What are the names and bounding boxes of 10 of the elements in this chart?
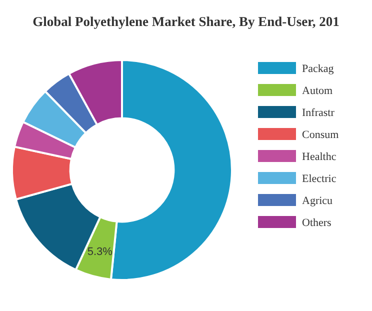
- data-label: 5.3%: [87, 246, 113, 258]
- chart-title: Global Polyethylene Market Share, By End-User, 201: [32, 14, 340, 29]
- legend-label: Infrastr: [302, 107, 335, 119]
- legend-label: Autom: [302, 85, 333, 97]
- legend-label: Others: [302, 217, 332, 229]
- legend-label: Agricu: [302, 195, 334, 207]
- legend-label: Electric: [302, 173, 336, 185]
- legend-label: Consum: [302, 129, 340, 141]
- legend-label: Healthc: [302, 151, 336, 163]
- legend-label: Packag: [302, 63, 334, 75]
